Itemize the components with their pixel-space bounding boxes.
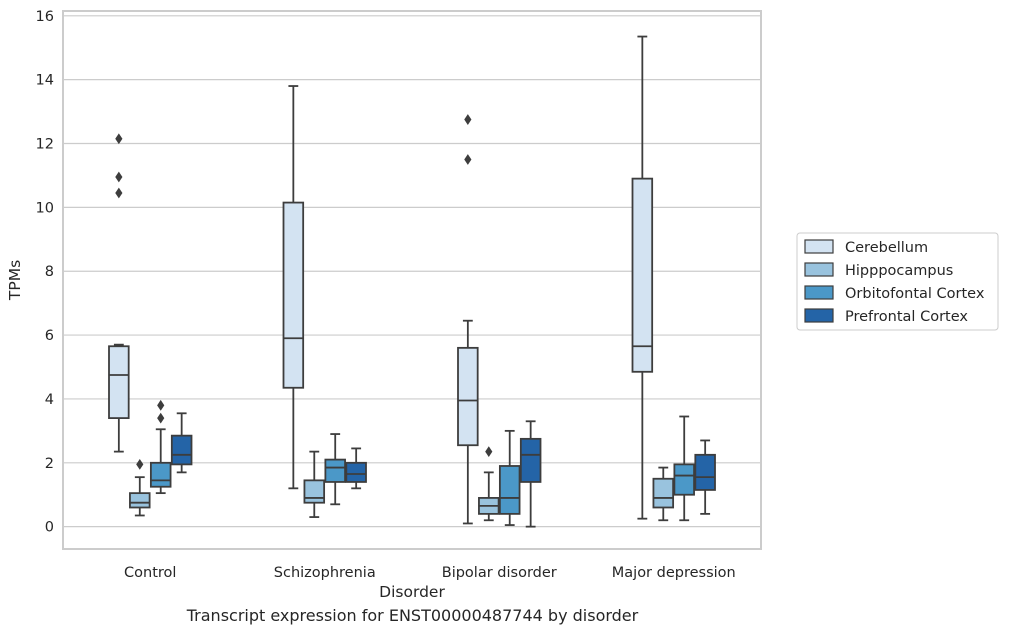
box-0-1 [282,201,305,389]
outlier-point [115,171,123,183]
box-3-1 [345,461,367,483]
y-tick-label: 6 [45,328,54,344]
box-1-1 [303,479,326,504]
legend-box [796,232,999,331]
box-2-1 [324,458,346,483]
x-axis-title: Disorder [379,583,445,601]
box-0-3 [631,177,654,373]
y-tick-label: 4 [45,392,54,408]
box-2-2 [498,465,521,515]
legend-swatch [804,308,834,323]
legend-label: Orbitofontal Cortex [845,286,985,302]
box-3-3 [694,453,716,491]
outlier-point [115,187,123,199]
x-tick-label: Control [124,565,176,581]
plot-frame [62,10,762,550]
legend: Cerebellum Hipppocampus Orbitofontal Corte… [796,232,999,331]
figure-caption: Transcript expression for ENST0000048774… [186,606,639,625]
box-2-0 [149,461,172,488]
x-tick-label: Bipolar disorder [442,565,557,581]
y-tick-label: 2 [45,456,54,472]
y-axis-title: TPMs [6,260,24,301]
legend-label: Prefrontal Cortex [845,309,968,325]
legend-swatch [804,262,834,277]
box-1-0 [129,492,151,509]
outlier-point [485,446,493,458]
x-tick-label: Schizophrenia [274,565,376,581]
box-3-0 [170,434,193,466]
legend-swatch [804,239,834,254]
outlier-point [157,399,165,411]
outlier-point [136,458,144,470]
x-tick-label: Major depression [612,565,736,581]
y-tick-label: 14 [36,73,54,89]
box-0-2 [457,346,479,447]
box-0-0 [108,345,130,419]
y-tick-label: 8 [45,264,54,280]
outlier-point [464,154,472,165]
outlier-point [157,412,165,424]
box-2-3 [673,463,695,496]
y-tick-label: 10 [36,200,54,216]
legend-label: Cerebellum [845,240,928,256]
y-tick-label: 0 [45,520,54,536]
legend-label: Hipppocampus [845,263,953,279]
y-tick-label: 16 [36,9,54,25]
box-3-2 [519,437,542,483]
outlier-point [464,114,472,125]
y-tick-label: 12 [36,137,54,153]
legend-swatch [804,285,834,300]
box-1-3 [652,477,675,509]
outlier-point [115,133,123,145]
